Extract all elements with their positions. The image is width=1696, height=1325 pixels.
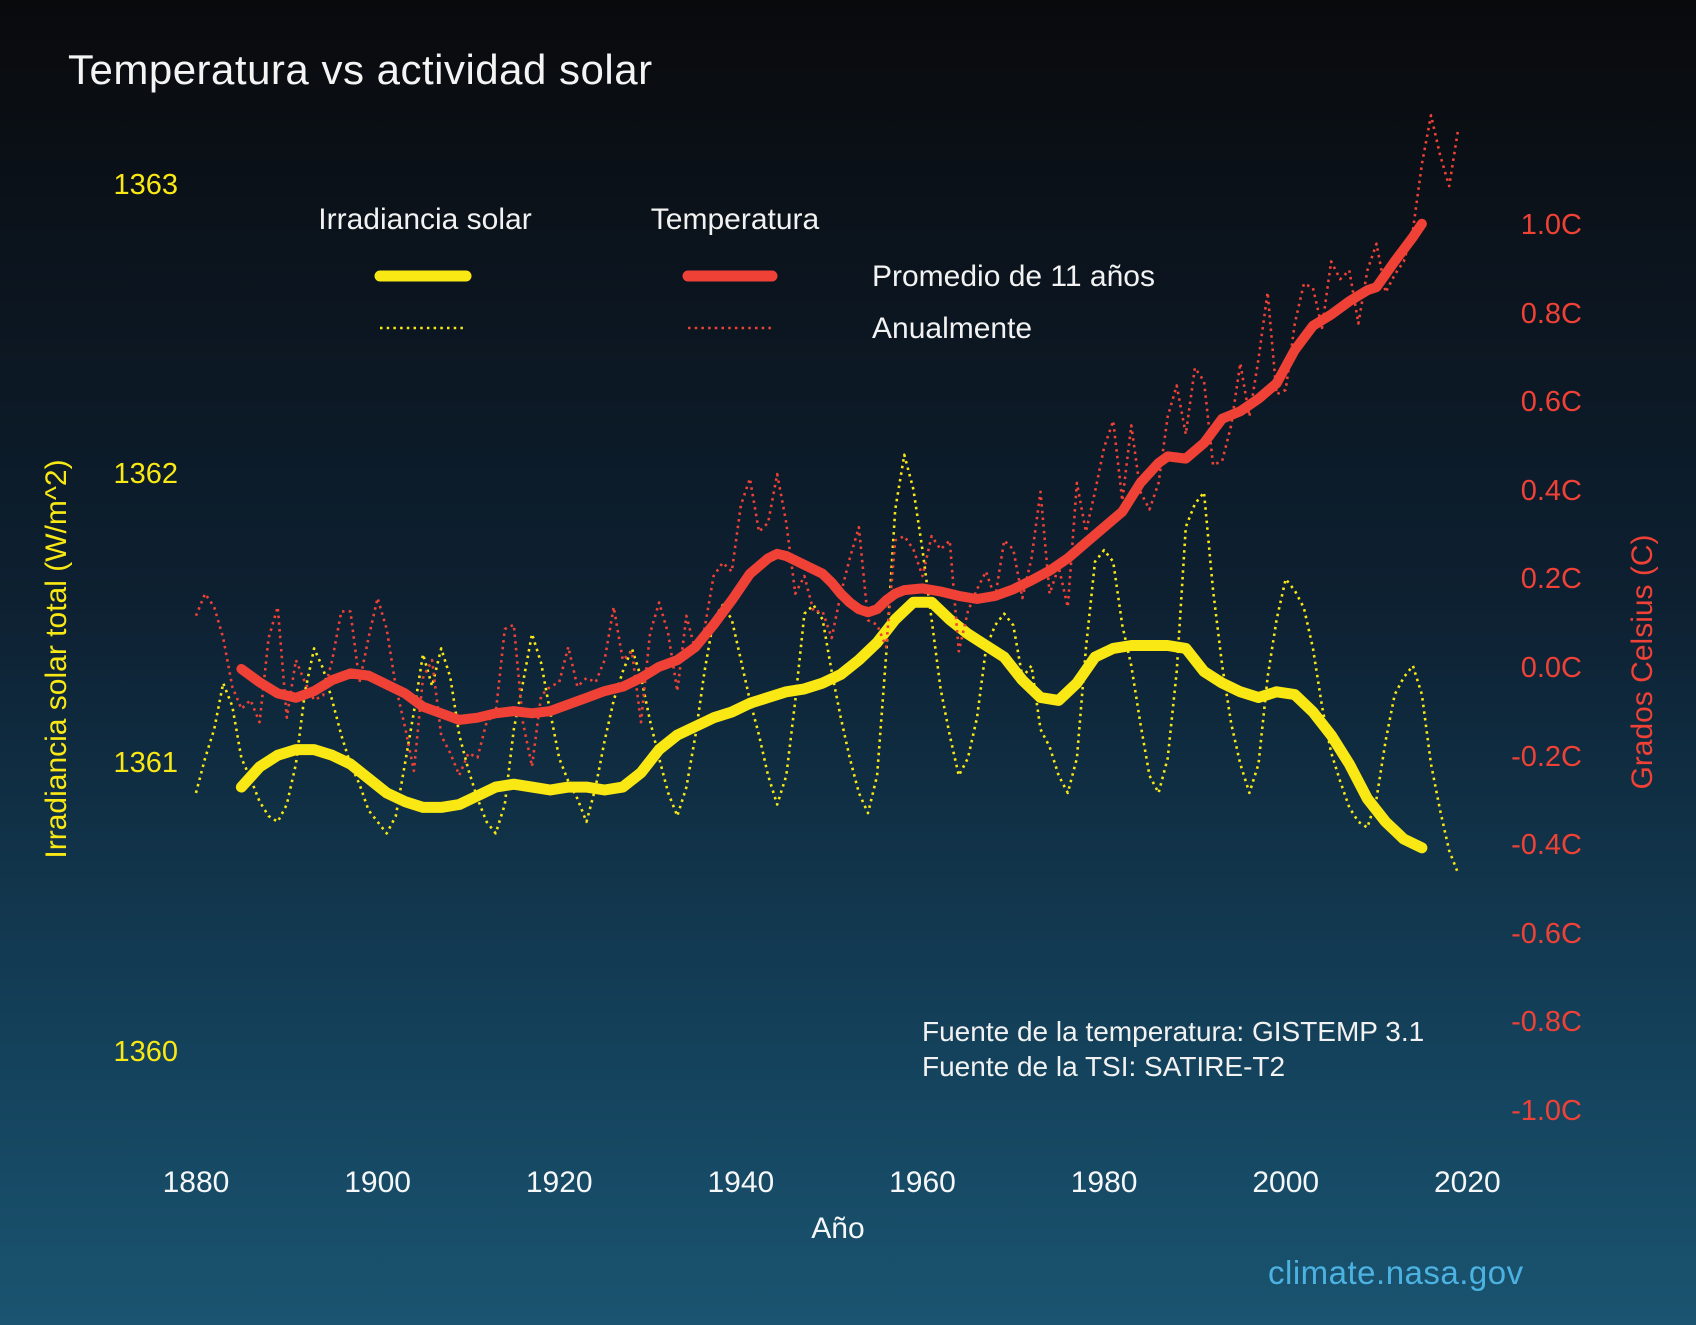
tsi-source-note: Fuente de la TSI: SATIRE-T2 <box>922 1051 1286 1082</box>
right-tick-1.0: 1.0C <box>1520 209 1582 241</box>
series-temperature-solid <box>236 218 1427 725</box>
x-tick-2020: 2020 <box>1433 1166 1501 1199</box>
right-tick--0.8: -0.8C <box>1511 1006 1582 1039</box>
x-tick-1880: 1880 <box>162 1166 230 1199</box>
series-irradiance-dotted <box>194 453 1460 875</box>
left-tick-1361: 1361 <box>113 747 178 779</box>
right-tick--0.6: -0.6C <box>1511 917 1582 950</box>
legend-label-smoothed: Promedio de 11 años <box>872 260 1155 293</box>
x-tick-1960: 1960 <box>889 1166 956 1199</box>
left-tick-1362: 1362 <box>113 458 178 490</box>
right-tick--1.0: -1.0C <box>1511 1095 1582 1127</box>
x-axis-title: Año <box>811 1212 865 1245</box>
right-tick-0.0: 0.0C <box>1520 652 1582 684</box>
page-title: Temperatura vs actividad solar <box>68 46 653 93</box>
x-tick-1900: 1900 <box>344 1166 411 1199</box>
right-tick-0.6: 0.6C <box>1520 386 1582 419</box>
x-tick-1940: 1940 <box>707 1166 775 1199</box>
right-tick--0.2: -0.2C <box>1511 740 1582 773</box>
right-tick-0.2: 0.2C <box>1520 563 1582 596</box>
left-axis-title: Irradiancia solar total (W/m^2) <box>40 459 73 859</box>
legend-header-temperature: Temperatura <box>650 203 820 236</box>
x-tick-1920: 1920 <box>525 1166 593 1199</box>
legend-label-annual: Anualmente <box>872 312 1033 345</box>
right-tick-0.8: 0.8C <box>1520 297 1582 330</box>
right-axis-title: Grados Celsius (C) <box>1626 534 1659 790</box>
right-tick-0.4: 0.4C <box>1520 474 1582 507</box>
x-tick-2000: 2000 <box>1252 1166 1320 1199</box>
legend-header-irradiance: Irradiancia solar <box>318 203 532 236</box>
climate-nasa-gov-link[interactable]: climate.nasa.gov <box>1268 1254 1524 1291</box>
left-tick-1363: 1363 <box>113 169 178 201</box>
temperature-source-note: Fuente de la temperatura: GISTEMP 3.1 <box>922 1016 1425 1047</box>
left-tick-1360: 1360 <box>113 1036 178 1068</box>
x-tick-1980: 1980 <box>1070 1166 1138 1199</box>
right-tick--0.4: -0.4C <box>1511 829 1582 862</box>
series-irradiance-solid <box>235 596 1428 854</box>
